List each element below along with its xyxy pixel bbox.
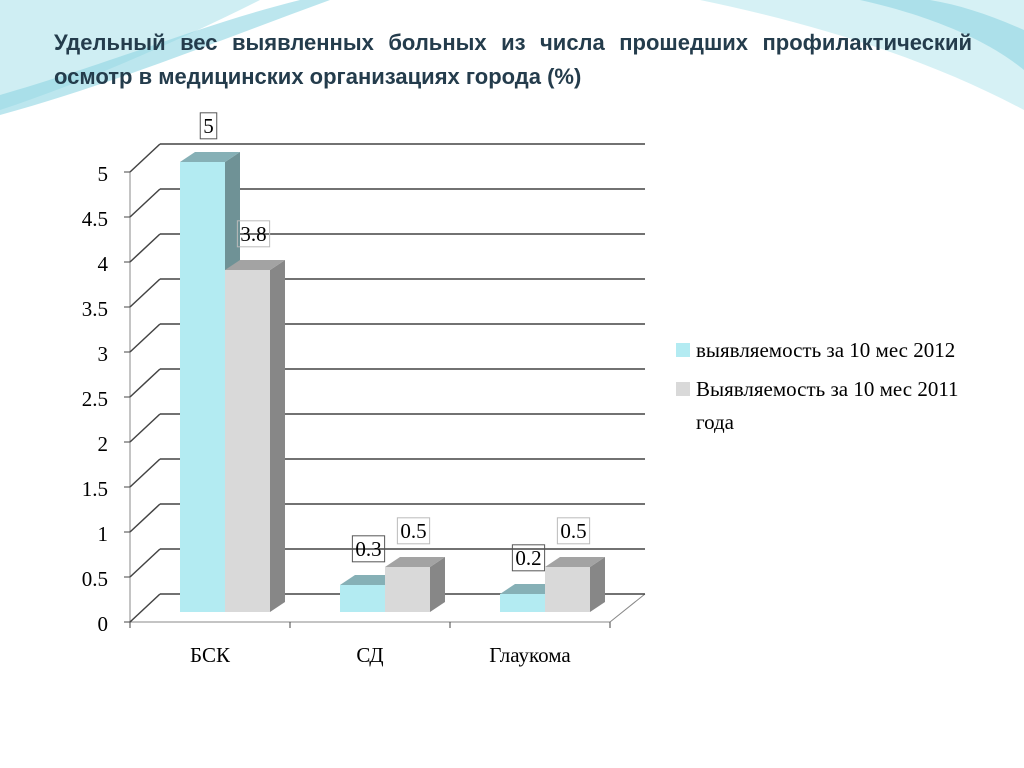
bar-top [180, 152, 240, 162]
legend-label: выявляемость за 10 мес 2012 [696, 338, 956, 362]
legend-swatch [676, 343, 690, 357]
grid-line [129, 323, 161, 353]
grid-line [129, 188, 161, 218]
data-label: 5 [203, 114, 214, 138]
grid-line [129, 143, 161, 173]
data-label: 0.5 [400, 519, 426, 543]
y-tick-label: 3 [98, 342, 109, 366]
y-tick-label: 0.5 [82, 567, 108, 591]
decor [0, 0, 330, 115]
x-tick-label: Глаукома [489, 643, 571, 667]
data-label-box [511, 544, 546, 572]
bar [340, 585, 385, 612]
decor [860, 0, 1024, 70]
y-tick-label: 4 [98, 252, 109, 276]
y-tick-label: 0 [98, 612, 109, 636]
bar [545, 567, 590, 612]
data-label-box [236, 220, 271, 248]
y-tick-label: 5 [98, 162, 109, 186]
legend-swatch [676, 382, 690, 396]
data-label-box [396, 517, 431, 545]
legend: выявляемость за 10 мес 2012 Выявляемость … [676, 334, 976, 445]
data-label-box [556, 517, 591, 545]
bar [180, 162, 225, 612]
bar-side [590, 557, 605, 612]
data-label-box [351, 535, 386, 563]
y-tick-label: 1 [98, 522, 109, 546]
decor [700, 0, 1024, 110]
data-label-box [199, 112, 218, 140]
bar-top [385, 557, 445, 567]
legend-item: выявляемость за 10 мес 2012 [676, 334, 976, 367]
x-tick-label: БСК [190, 643, 231, 667]
bar [225, 270, 270, 612]
chart-title: Удельный вес выявленных больных из числа… [54, 30, 972, 89]
grid-line [129, 413, 161, 443]
grid-line [129, 278, 161, 308]
bar [385, 567, 430, 612]
data-label: 0.5 [560, 519, 586, 543]
grid-line [129, 368, 161, 398]
y-tick-label: 4.5 [82, 207, 108, 231]
grid-line [129, 593, 161, 623]
legend-label: Выявляемость за 10 мес 2011 года [696, 377, 959, 434]
y-tick-label: 3.5 [82, 297, 108, 321]
axis-line [609, 593, 646, 623]
bar-top [545, 557, 605, 567]
legend-item: Выявляемость за 10 мес 2011 года [676, 373, 976, 439]
y-tick-label: 2 [98, 432, 109, 456]
bar-side [430, 557, 445, 612]
bar-top [225, 260, 285, 270]
y-tick-label: 2.5 [82, 387, 108, 411]
grid-line [129, 548, 161, 578]
data-label: 0.2 [515, 546, 541, 570]
grid-line [129, 503, 161, 533]
bar-side [270, 260, 285, 612]
data-label: 0.3 [355, 537, 381, 561]
data-label: 3.8 [240, 222, 266, 246]
y-tick-label: 1.5 [82, 477, 108, 501]
grid-line [129, 458, 161, 488]
grid-line [129, 233, 161, 263]
bar [500, 594, 545, 612]
x-tick-label: СД [356, 643, 383, 667]
